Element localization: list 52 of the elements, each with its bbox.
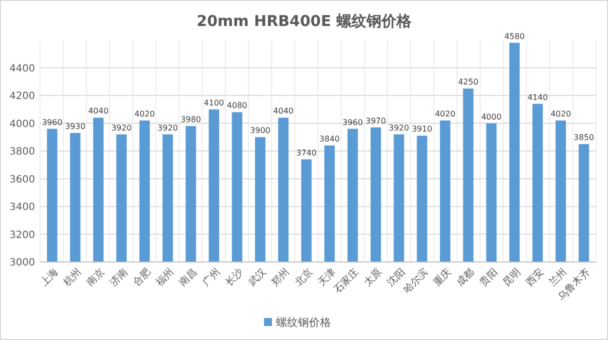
data-label: 3740 (296, 148, 317, 158)
x-tick-label: 太原 (362, 266, 384, 289)
x-tick-label: 济南 (107, 266, 130, 289)
data-label: 4100 (204, 98, 224, 108)
x-tick-label: 郑州 (269, 266, 292, 289)
data-label: 3920 (111, 123, 132, 132)
x-tick-label: 上海 (38, 266, 61, 289)
data-label: 4080 (226, 101, 248, 110)
y-tick-label: 3800 (10, 146, 35, 158)
data-label: 3960 (342, 118, 363, 127)
x-tick-label: 南昌 (176, 266, 200, 289)
x-tick-label: 成都 (454, 266, 477, 289)
data-label: 3840 (319, 134, 340, 144)
data-label: 3920 (158, 123, 178, 132)
y-tick-label: 3400 (10, 202, 35, 213)
data-label: 3900 (250, 126, 270, 136)
x-tick-label: 长沙 (223, 266, 246, 289)
x-tick-label: 福州 (154, 266, 176, 289)
data-label: 3970 (366, 116, 386, 126)
data-label: 3910 (412, 124, 432, 134)
data-label: 4140 (527, 92, 548, 102)
data-label: 4020 (550, 109, 571, 118)
x-tick-label: 重庆 (431, 266, 454, 289)
legend-label: 螺纹钢价格 (276, 316, 331, 329)
data-label: 3980 (180, 115, 202, 124)
data-label: 4580 (504, 32, 525, 41)
data-label: 4250 (458, 78, 478, 87)
data-label: 4000 (481, 112, 502, 122)
x-tick-label: 广州 (200, 266, 223, 289)
y-tick-label: 4400 (10, 63, 35, 74)
data-label: 3850 (574, 133, 594, 142)
data-label: 4020 (134, 109, 155, 118)
x-tick-label: 武汉 (246, 266, 269, 289)
x-tick-label: 北京 (292, 266, 316, 289)
x-tick-label: 贵阳 (477, 266, 500, 289)
data-label: 3920 (388, 123, 410, 132)
data-label: 4020 (434, 109, 456, 118)
data-label: 3930 (65, 122, 86, 131)
x-tick-label: 杭州 (60, 266, 84, 290)
data-label: 4040 (273, 106, 294, 116)
y-tick-label: 3000 (10, 258, 35, 268)
x-tick-label: 西安 (524, 266, 546, 289)
y-tick-label: 4000 (10, 118, 35, 130)
x-tick-label: 南京 (84, 266, 107, 289)
x-tick-label: 合肥 (130, 266, 154, 289)
y-tick-label: 3200 (10, 230, 35, 241)
data-label: 4040 (88, 106, 109, 116)
x-tick-label: 昆明 (501, 266, 524, 289)
y-tick-label: 4200 (10, 91, 35, 102)
y-tick-label: 3600 (10, 174, 35, 186)
data-label: 3960 (42, 118, 62, 127)
chart-title: 20mm HRB400E 螺纹钢价格 (196, 12, 412, 30)
